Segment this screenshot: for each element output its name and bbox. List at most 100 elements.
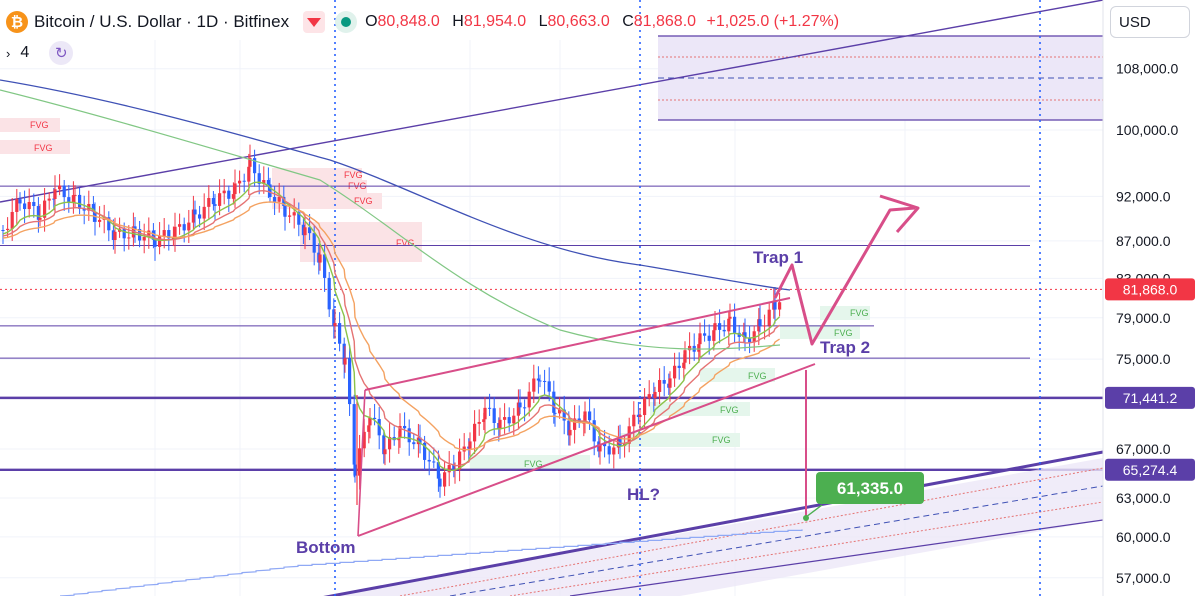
candle-body [332, 309, 336, 327]
candle-body [567, 420, 571, 436]
candle-body [713, 323, 717, 331]
fvg-box [620, 433, 740, 447]
candle-body [338, 323, 342, 344]
candle-body [598, 443, 602, 452]
candle-body [15, 199, 19, 212]
candle-body [523, 407, 527, 409]
symbol-title[interactable]: Bitcoin / U.S. Dollar · 1D · Bitfinex [34, 12, 290, 31]
candle-body [688, 345, 692, 351]
candle-body [303, 227, 307, 236]
candle-body [233, 183, 237, 195]
candle-body [643, 398, 647, 416]
candle-body [198, 214, 202, 219]
candle-body [403, 425, 407, 429]
price-tag-box [1105, 386, 1195, 409]
candle-body [553, 412, 557, 414]
projection-arrowhead [879, 194, 920, 233]
candle-body [612, 447, 616, 455]
candle-body [727, 318, 731, 332]
fvg-label: FVG [354, 196, 373, 206]
candle-body [773, 300, 777, 310]
candle-body [147, 230, 151, 238]
hl-label: HL? [627, 485, 660, 504]
candle-body [222, 190, 226, 194]
wedge-upper [364, 297, 791, 391]
ma-100 [0, 89, 781, 350]
candle-body [282, 196, 286, 206]
candle-body [418, 437, 422, 443]
candle-body [547, 381, 551, 392]
candle-body [367, 425, 371, 432]
candle-body [127, 237, 131, 239]
candle-body [677, 365, 681, 368]
candle-body [518, 402, 522, 408]
candle-body [668, 378, 672, 388]
trap2-label: Trap 2 [820, 338, 870, 357]
flag-icon[interactable] [303, 11, 326, 33]
candle-body [436, 462, 440, 479]
channel-dotted-2 [509, 501, 1104, 596]
candle-body [292, 212, 296, 216]
target-dot [803, 515, 809, 521]
currency-select[interactable]: USD [1110, 6, 1190, 38]
indicator-row: › 4 ↻ [6, 40, 74, 66]
candle-body [27, 202, 31, 210]
candle-body [443, 472, 447, 487]
candle-body [632, 414, 636, 427]
market-status-icon[interactable] [335, 11, 358, 33]
candle-body [743, 332, 747, 338]
candle-body [273, 197, 277, 202]
candle-body [133, 226, 137, 229]
candle-body [492, 408, 496, 423]
candle-body [318, 254, 322, 263]
candle-body [718, 323, 722, 330]
chevron-down-icon[interactable]: › [6, 45, 11, 61]
candle-body [512, 415, 516, 424]
ohlc-readout: O80,848.0 H81,954.0 L80,663.0 C81,868.0 … [365, 13, 839, 31]
candle-body [113, 231, 117, 240]
candle-body [47, 198, 51, 201]
candle-body [6, 228, 10, 230]
candle-body [312, 233, 316, 253]
candle-body [477, 421, 481, 424]
candle-body [266, 180, 270, 185]
change-value: +1,025.0 (+1.27%) [706, 13, 840, 30]
indicator-count[interactable]: 4 [20, 44, 30, 61]
wedge-left [357, 389, 366, 537]
close-label: C [622, 13, 634, 30]
candle-body [603, 443, 607, 447]
candle-body [82, 208, 86, 211]
projection-line [773, 206, 916, 346]
trap1-label: Trap 1 [753, 248, 803, 267]
candle-body [683, 350, 687, 363]
axis-tick-label: 87,000.0 [1116, 233, 1171, 249]
candle-body [238, 180, 242, 184]
candle-body [32, 202, 36, 207]
candle-body [527, 391, 531, 408]
open-label: O [365, 13, 378, 30]
candle-body [552, 391, 556, 413]
candle-body [142, 237, 146, 241]
candle-body [153, 239, 157, 247]
projection-path [773, 194, 920, 521]
candle-body [187, 222, 191, 231]
candle-body [36, 206, 40, 220]
candle-body [52, 198, 56, 200]
axis-tick-label: 92,000.0 [1116, 188, 1171, 204]
candle-body [277, 196, 281, 202]
candle-body [733, 316, 737, 333]
candle-body [53, 189, 57, 199]
bottom-label: Bottom [296, 538, 355, 557]
candle-body [23, 203, 27, 210]
candle-body [368, 417, 372, 426]
candle-body [288, 215, 292, 217]
candle-body [38, 217, 42, 220]
price-tag-label: 81,868.0 [1123, 281, 1178, 297]
candles [0, 79, 791, 505]
refresh-icon[interactable]: ↻ [49, 41, 74, 65]
candle-body [728, 316, 732, 319]
low-value: 80,663.0 [547, 13, 610, 30]
candle-body [353, 464, 357, 476]
candle-body [211, 197, 215, 205]
